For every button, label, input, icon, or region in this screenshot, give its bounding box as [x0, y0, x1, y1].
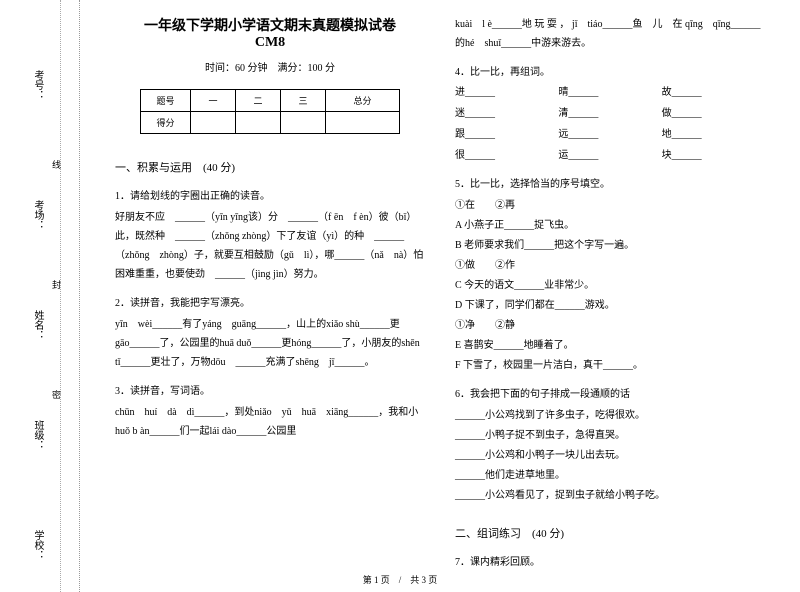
q-num: 7． — [455, 557, 470, 568]
score-table: 题号 一 二 三 总分 得分 — [140, 89, 400, 134]
table-row: 题号 一 二 三 总分 — [141, 90, 400, 112]
q2-body: yīn wèi______有了yáng guāng______，山上的xiǎo … — [115, 315, 425, 372]
q4-title: 4．比一比，再组词。 — [455, 63, 765, 78]
q6-line: ______他们走进草地里。 — [455, 466, 765, 485]
binding-mark-3: 密 — [50, 390, 63, 399]
q5-title: 5．比一比，选择恰当的序号填空。 — [455, 175, 765, 190]
td-blank — [281, 112, 326, 134]
q-num: 4． — [455, 67, 470, 78]
left-column: 一年级下学期小学语文期末真题模拟试卷 CM8 时间：60 分钟 满分：100 分… — [100, 15, 440, 587]
q6-line: ______小公鸡找到了许多虫子，吃得很欢。 — [455, 406, 765, 425]
q5-optF: F 下雪了，校园里一片洁白，真干______。 — [455, 356, 765, 375]
q6-title: 6．我会把下面的句子排成一段通顺的话 — [455, 385, 765, 400]
q5-optC: C 今天的语文______业非常少。 — [455, 276, 765, 295]
q2-title: 2．读拼音，我能把字写漂亮。 — [115, 294, 425, 309]
q5-group1: ①在 ②再 — [455, 196, 765, 215]
td-blank — [236, 112, 281, 134]
q-title-text: 请给划线的字圈出正确的读音。 — [130, 191, 270, 202]
page-content: 一年级下学期小学语文期末真题模拟试卷 CM8 时间：60 分钟 满分：100 分… — [80, 0, 800, 592]
th-total: 总分 — [326, 90, 400, 112]
section-1-title: 一、积累与运用 (40 分) — [115, 159, 425, 175]
word-cell: 远______ — [558, 126, 661, 144]
title-code: CM8 — [255, 35, 285, 50]
word-cell: 进______ — [455, 84, 558, 102]
td-label: 得分 — [141, 112, 191, 134]
q5-group2: ①做 ②作 — [455, 256, 765, 275]
word-cell: 迷______ — [455, 105, 558, 123]
q3-cont: kuài l è______地 玩 耍 ， jǐ tiáo______鱼 儿 在… — [455, 15, 765, 53]
word-cell: 很______ — [455, 147, 558, 165]
td-blank — [326, 112, 400, 134]
word-cell: 晴______ — [558, 84, 661, 102]
word-cell: 做______ — [662, 105, 765, 123]
title-main: 一年级下学期小学语文期末真题模拟试卷 — [144, 19, 396, 34]
word-row: 跟______ 远______ 地______ — [455, 126, 765, 144]
binding-mark-1: 线 — [50, 160, 63, 169]
word-row: 迷______ 清______ 做______ — [455, 105, 765, 123]
exam-subtitle: 时间：60 分钟 满分：100 分 — [115, 59, 425, 74]
exam-title: 一年级下学期小学语文期末真题模拟试卷 CM8 — [115, 15, 425, 51]
q-title-text: 我会把下面的句子排成一段通顺的话 — [470, 389, 630, 400]
th-2: 二 — [236, 90, 281, 112]
binding-label-school: 学校： — [30, 530, 45, 560]
q1-body: 好朋友不应 ______（yīn yīng该）分 ______（f ēn f è… — [115, 208, 425, 284]
q7-title: 7．课内精彩回顾。 — [455, 553, 765, 568]
q6-line: ______小公鸡和小鸭子一块儿出去玩。 — [455, 446, 765, 465]
binding-label-class: 班级： — [30, 420, 45, 450]
binding-label-examno: 考号： — [30, 70, 45, 100]
q-num: 1． — [115, 191, 130, 202]
q-num: 6． — [455, 389, 470, 400]
word-cell: 块______ — [662, 147, 765, 165]
q5-group3: ①净 ②静 — [455, 316, 765, 335]
q3-body: chūn huí dà dì______，到处niǎo yǔ huā xiāng… — [115, 403, 425, 441]
word-cell: 清______ — [558, 105, 661, 123]
th-1: 一 — [191, 90, 236, 112]
q-title-text: 比一比，选择恰当的序号填空。 — [470, 179, 610, 190]
section-2-title: 二、组词练习 (40 分) — [455, 525, 765, 541]
q3-title: 3．读拼音，写词语。 — [115, 382, 425, 397]
word-row: 很______ 运______ 块______ — [455, 147, 765, 165]
q1-title: 1．请给划线的字圈出正确的读音。 — [115, 187, 425, 202]
q6-line: ______小鸭子捉不到虫子，急得直哭。 — [455, 426, 765, 445]
binding-label-name: 姓名： — [30, 310, 45, 340]
right-column: kuài l è______地 玩 耍 ， jǐ tiáo______鱼 儿 在… — [440, 15, 780, 587]
q-title-text: 课内精彩回顾。 — [470, 557, 540, 568]
q5-optB: B 老师要求我们______把这个字写一遍。 — [455, 236, 765, 255]
word-cell: 故______ — [662, 84, 765, 102]
q-title-text: 读拼音，写词语。 — [130, 386, 210, 397]
word-row: 进______ 晴______ 故______ — [455, 84, 765, 102]
q-num: 5． — [455, 179, 470, 190]
q-num: 2． — [115, 298, 130, 309]
q5-optA: A 小燕子正______捉飞虫。 — [455, 216, 765, 235]
q5-optD: D 下课了，同学们都在______游戏。 — [455, 296, 765, 315]
table-row: 得分 — [141, 112, 400, 134]
binding-label-room: 考场： — [30, 200, 45, 230]
q-num: 3． — [115, 386, 130, 397]
th-num: 题号 — [141, 90, 191, 112]
q-title-text: 读拼音，我能把字写漂亮。 — [130, 298, 250, 309]
td-blank — [191, 112, 236, 134]
th-3: 三 — [281, 90, 326, 112]
word-cell: 运______ — [558, 147, 661, 165]
q5-optE: E 喜鹊安______地睡着了。 — [455, 336, 765, 355]
binding-mark-2: 封 — [50, 280, 63, 289]
word-cell: 跟______ — [455, 126, 558, 144]
binding-edge: 考号： 线 考场： 封 姓名： 密 班级： 学校： — [0, 0, 80, 592]
q-title-text: 比一比，再组词。 — [470, 67, 550, 78]
page-footer: 第 1 页 / 共 3 页 — [0, 573, 800, 586]
word-cell: 地______ — [662, 126, 765, 144]
q6-line: ______小公鸡看见了，捉到虫子就给小鸭子吃。 — [455, 486, 765, 505]
